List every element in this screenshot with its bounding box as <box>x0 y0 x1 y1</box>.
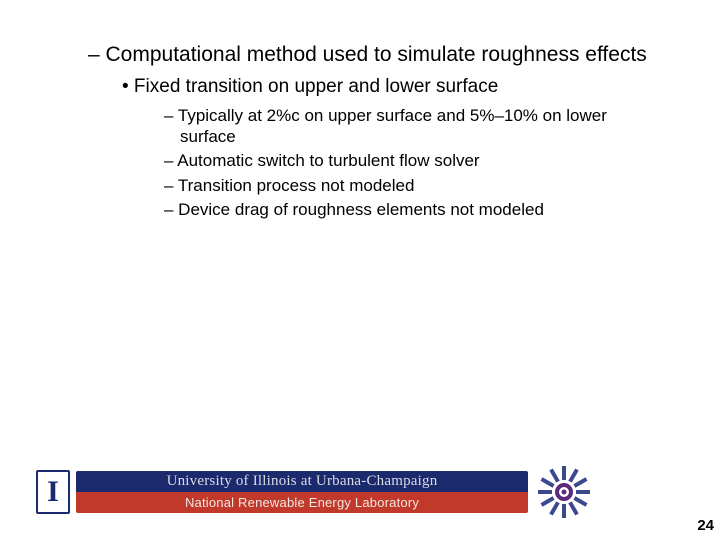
bullet-level3: – Automatic switch to turbulent flow sol… <box>164 150 680 171</box>
bullet-level3: – Transition process not modeled <box>164 175 680 196</box>
footer-bar: I University of Illinois at Urbana-Champ… <box>36 466 590 518</box>
bullet-level2: • Fixed transition on upper and lower su… <box>122 75 680 99</box>
bullet-level3: – Device drag of roughness elements not … <box>164 199 680 220</box>
banner-top: University of Illinois at Urbana-Champai… <box>76 471 528 492</box>
nrel-logo-icon <box>538 466 590 518</box>
illinois-letter: I <box>47 475 59 509</box>
page-number: 24 <box>697 517 714 534</box>
slide: – Computational method used to simulate … <box>0 0 720 540</box>
affiliation-banner: University of Illinois at Urbana-Champai… <box>76 471 528 513</box>
bullet-level1: – Computational method used to simulate … <box>88 42 680 67</box>
banner-bottom: National Renewable Energy Laboratory <box>76 492 528 513</box>
content-area: – Computational method used to simulate … <box>0 0 720 220</box>
illinois-logo: I <box>36 470 70 514</box>
bullet-level3: – Typically at 2%c on upper surface and … <box>164 105 680 148</box>
